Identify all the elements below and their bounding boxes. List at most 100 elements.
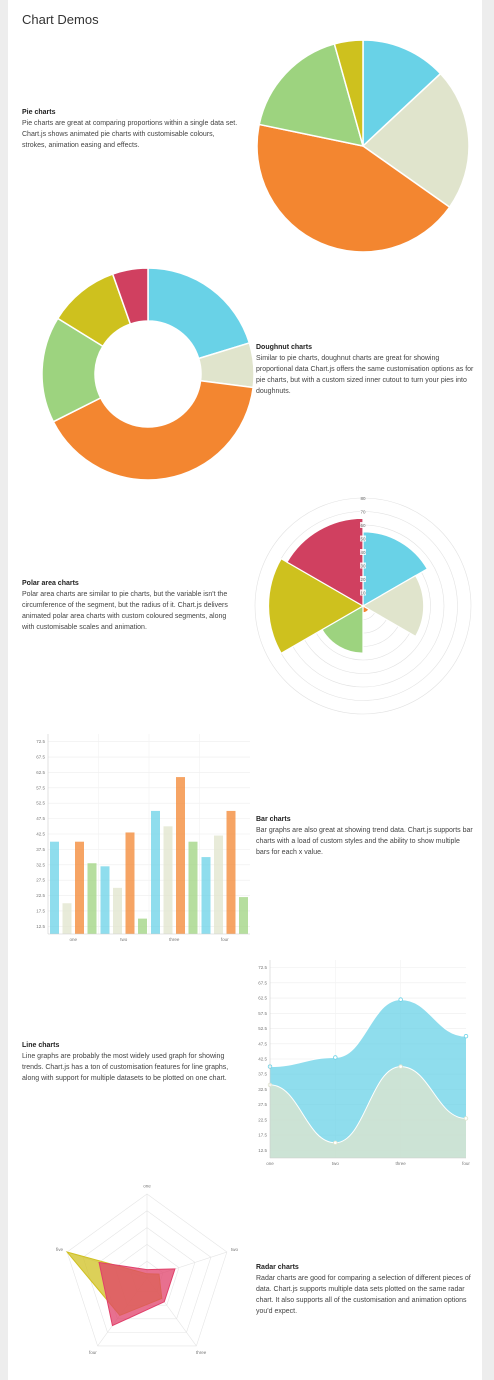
line-ytick-label-1: 72.5 — [258, 965, 267, 970]
polar-tick-bg-4 — [360, 535, 366, 542]
line-ytick-label-9: 32.5 — [258, 1087, 267, 1092]
polar-segment-5 — [267, 557, 365, 655]
polar-tick-label-1: 80 — [360, 496, 366, 501]
line-ytick-label-4: 57.5 — [258, 1011, 267, 1016]
radar-ring-5 — [66, 1193, 228, 1347]
bar-xtick-label-1: one — [69, 937, 77, 942]
radar-label-2: two — [231, 1247, 239, 1252]
bar-ytick-label-12: 17.5 — [36, 908, 45, 913]
line-series-1 — [269, 999, 467, 1068]
bar-three-2 — [163, 826, 173, 934]
polar-text: Polar area charts are similar to pie cha… — [22, 591, 228, 631]
doughnut-description: Doughnut charts Similar to pie charts, d… — [256, 342, 474, 397]
radar-label-4: four — [89, 1350, 97, 1355]
bar-heading: Bar charts — [256, 816, 291, 823]
bar-xtick-label-2: two — [120, 937, 128, 942]
pie-text: Pie charts are great at comparing propor… — [22, 120, 238, 149]
polar-tick-label-8: 10 — [360, 591, 366, 596]
bar-two-1 — [100, 866, 110, 934]
line-xtick-label-3: three — [396, 1161, 407, 1166]
radar-label-5: five — [56, 1247, 64, 1252]
polar-heading: Polar area charts — [22, 580, 79, 587]
line-ytick-label-13: 12.5 — [258, 1148, 267, 1153]
polar-tick-bg-2 — [360, 508, 366, 515]
polar-description: Polar area charts Polar area charts are … — [22, 578, 240, 633]
line-area-2 — [270, 1066, 466, 1158]
pie-slice-1 — [362, 39, 442, 148]
radar-heading: Radar charts — [256, 1264, 299, 1271]
doughnut-slice-1 — [147, 267, 251, 360]
doughnut-chart — [41, 267, 255, 481]
line-ytick-label-7: 42.5 — [258, 1057, 267, 1062]
line-xtick-label-4: four — [462, 1161, 470, 1166]
bar-two-2 — [113, 887, 122, 934]
line-ytick-label-11: 22.5 — [258, 1117, 267, 1122]
polar-tick-bg-7 — [360, 576, 366, 582]
doughnut-slice-3 — [52, 379, 254, 481]
pie-description: Pie charts Pie charts are great at compa… — [22, 107, 240, 151]
bar-three-3 — [176, 777, 185, 934]
bar-four-3 — [226, 810, 236, 934]
pie-slice-4 — [258, 43, 365, 147]
line-ytick-label-12: 17.5 — [258, 1133, 267, 1138]
bar-ytick-label-13: 12.5 — [36, 924, 45, 929]
bar-four-2 — [214, 835, 223, 934]
line-point-1-2 — [333, 1055, 338, 1060]
bar-ytick-label-2: 67.5 — [36, 755, 45, 760]
bar-ytick-label-7: 42.5 — [36, 832, 45, 837]
bar-four-1 — [201, 857, 211, 934]
doughnut-heading: Doughnut charts — [256, 344, 312, 351]
bar-two-3 — [125, 832, 135, 934]
bar-one-1 — [50, 841, 59, 934]
doughnut-text: Similar to pie charts, doughnut charts a… — [256, 355, 474, 395]
polar-tick-label-2: 70 — [360, 510, 366, 515]
line-text: Line graphs are probably the most widely… — [22, 1053, 229, 1082]
polar-tick-bg-8 — [360, 589, 366, 596]
line-point-1-3 — [398, 997, 403, 1002]
bar-one-4 — [87, 863, 97, 934]
radar-label-1: one — [143, 1184, 151, 1189]
bar-one-2 — [62, 903, 72, 934]
line-chart: 72.5 67.5 62.5 57.5 52.5 47.5 42.5 37.5 32.5 27.5… — [258, 960, 470, 1166]
radar-series-2 — [98, 1261, 176, 1327]
bar-description: Bar charts Bar graphs are also great at … — [256, 814, 474, 858]
bar-ytick-label-6: 47.5 — [36, 816, 45, 821]
pie-slice-3 — [256, 123, 451, 253]
bar-ytick-label-8: 37.5 — [36, 847, 45, 852]
line-ytick-label-8: 37.5 — [258, 1072, 267, 1077]
bar-xtick-label-3: three — [169, 937, 180, 942]
bar-xtick-label-4: four — [221, 937, 229, 942]
polar-segment-2 — [361, 574, 425, 638]
polar-ring-8 — [254, 497, 472, 715]
pie-heading: Pie charts — [22, 109, 56, 116]
polar-tick-label-6: 30 — [360, 564, 366, 569]
line-ytick-label-3: 62.5 — [258, 996, 267, 1001]
bar-four-4 — [239, 897, 248, 934]
bar-two-4 — [138, 918, 147, 934]
line-xtick-label-1: one — [266, 1161, 274, 1166]
line-ytick-label-6: 47.5 — [258, 1041, 267, 1046]
polar-segment-4 — [321, 604, 364, 654]
pie-chart — [256, 39, 470, 253]
line-xtick-label-2: two — [332, 1161, 340, 1166]
line-point-2-3 — [398, 1064, 403, 1069]
bar-ytick-label-10: 27.5 — [36, 878, 45, 883]
line-point-2-2 — [333, 1140, 338, 1145]
line-ytick-label-5: 52.5 — [258, 1026, 267, 1031]
bar-text: Bar graphs are also great at showing tre… — [256, 827, 473, 856]
page-title: Chart Demos — [22, 12, 99, 27]
radar-ring-4 — [82, 1210, 212, 1333]
polar-tick-label-4: 50 — [360, 537, 366, 542]
polar-area-chart: 80 70 60 50 40 30 20 10 — [254, 496, 472, 715]
bar-ytick-label-5: 52.5 — [36, 801, 45, 806]
line-ytick-label-10: 27.5 — [258, 1102, 267, 1107]
radar-ring-3 — [98, 1227, 196, 1320]
line-point-2-4 — [463, 1116, 469, 1121]
polar-tick-bg-6 — [360, 562, 366, 569]
polar-segment-6 — [286, 517, 364, 608]
doughnut-slice-6 — [111, 267, 149, 325]
radar-label-3: three — [196, 1350, 207, 1355]
bar-ytick-label-4: 57.5 — [36, 785, 45, 790]
bar-chart: 72.5 67.5 62.5 57.5 52.5 47.5 42.5 37.5 32.5 27.5… — [36, 734, 250, 942]
bar-ytick-label-3: 62.5 — [36, 770, 45, 775]
